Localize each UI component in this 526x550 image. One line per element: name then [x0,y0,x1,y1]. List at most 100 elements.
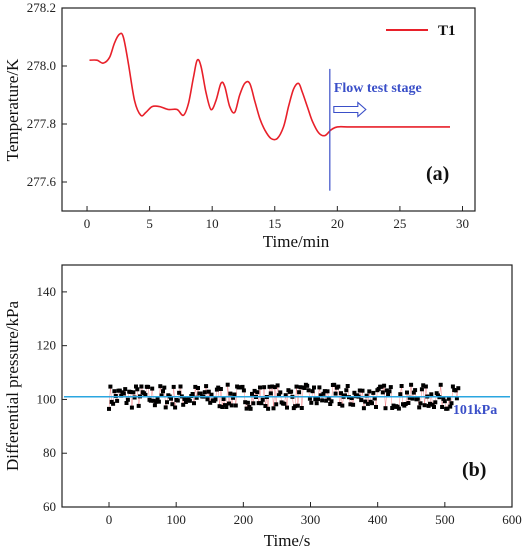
scatter-point [272,385,277,390]
scatter-point [314,401,319,406]
scatter-point [159,393,164,398]
scatter-point [365,401,370,406]
scatter-point [136,403,141,408]
scatter-point [205,397,210,402]
scatter-point [262,385,267,390]
scatter-point [410,396,415,401]
scatter-point [124,401,129,405]
y-tick-label-b: 140 [37,284,57,299]
scatter-point [299,406,304,410]
panel-label-b: (b) [462,459,486,481]
y-axis-title-b: Differential pressure/kPa [3,301,22,472]
scatter-point [428,401,432,406]
scatter-point [403,402,408,406]
scatter-point [154,399,159,404]
scatter-point [326,396,331,401]
scatter-point [450,384,455,389]
scatter-point [181,402,186,407]
x-tick-label-a: 10 [206,216,219,231]
scatter-point [194,395,199,400]
scatter-point [161,389,165,394]
scatter-point [108,384,113,389]
scatter-point [332,382,337,387]
y-axis-ticks-b: 60 80 100 120 140 [37,284,67,514]
scatter-point [192,401,196,406]
x-tick-label-b: 100 [166,512,186,527]
scatter-point [229,403,234,408]
scatter-point [433,400,438,405]
scatter-point [271,406,276,411]
y-axis-ticks-a: 277.6 277.8 278.0 278.2 [27,0,67,189]
scatter-point [324,398,329,403]
scatter-point [430,402,435,407]
scatter-point [399,384,404,388]
scatter-point [111,401,116,406]
scatter-point [232,392,237,397]
scatter-point [328,402,333,406]
scatter-point [440,405,445,409]
scatter-point [360,388,365,393]
scatter-point [115,398,120,403]
y-tick-label-b: 60 [43,499,56,514]
scatter-point [213,397,218,402]
scatter-point [380,390,385,395]
scatter-point [278,390,283,395]
scatter-point [186,396,191,401]
scatter-point [267,384,272,389]
scatter-point [429,392,434,397]
scatter-point [220,405,225,409]
reference-line-group-b: 101kPa [64,395,510,418]
flow-stage-arrow [333,101,367,118]
scatter-point [221,397,226,401]
plot-frame-a [61,7,476,212]
scatter-point [409,382,414,387]
scatter-point [384,388,389,393]
scatter-point [313,397,318,402]
scatter-point [217,404,222,409]
scatter-point [370,401,374,406]
scatter-point [151,398,156,403]
scatter-point [206,389,211,394]
scatter-point [423,384,428,389]
scatter-point [302,386,307,390]
panel-b-pressure-chart: 60 80 100 120 140 0 100 200 300 400 500 600 101kPa… [3,264,522,550]
scatter-point [297,390,302,395]
scatter-point [376,386,381,391]
scatter-point [371,390,376,395]
scatter-point [293,404,298,409]
scatter-point [357,388,362,393]
y-axis-title-a: Temperature/K [3,58,22,161]
scatter-point [152,403,157,408]
scatter-point [156,399,161,404]
panel-label-a: (a) [426,163,449,185]
y-tick-label-a: 277.8 [27,116,56,131]
scatter-point [364,393,369,398]
scatter-point [131,390,136,395]
scatter-point [453,388,458,393]
scatter-point [282,401,287,406]
scatter-point [198,391,203,396]
y-tick-label-a: 277.6 [27,174,57,189]
scatter-point [307,396,312,401]
scatter-point [387,389,392,394]
scatter-point [388,385,393,390]
scatter-point [285,405,289,410]
scatter-point [418,401,423,406]
scatter-point [406,401,411,405]
scatter-point [426,403,431,408]
scatter-point [121,391,126,396]
scatter-point [216,385,221,390]
scatter-point [367,389,372,394]
scatter-point [112,389,117,394]
panel-a-temperature-chart: 277.6 277.8 278.0 278.2 0 5 10 15 20 25 30 Flow t… [3,0,476,251]
scatter-point [294,384,299,389]
scatter-point [305,383,310,388]
scatter-point [306,388,311,393]
scatter-point [405,390,409,395]
scatter-point [317,385,322,390]
x-tick-label-b: 200 [234,512,254,527]
scatter-point [128,390,133,394]
scatter-point [446,396,451,401]
scatter-point [298,385,303,390]
scatter-point [445,406,450,411]
